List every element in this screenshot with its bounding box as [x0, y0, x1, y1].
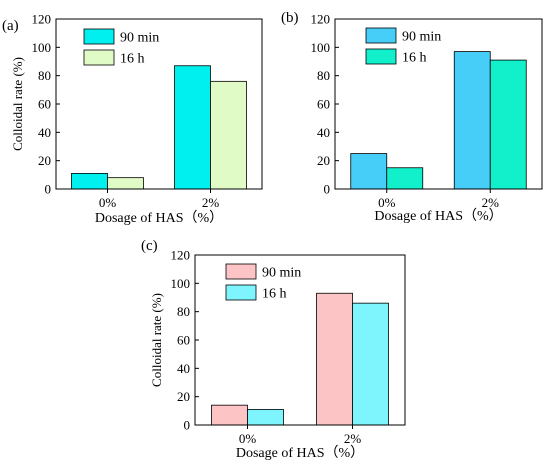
y-tick-label: 100: [171, 276, 191, 291]
panel-label: (b): [281, 10, 299, 26]
bar-2pct-16-h: [352, 302, 389, 426]
y-axis-label: Colloidal rate (%): [10, 57, 25, 151]
bar-0pct-90-min: [71, 173, 108, 190]
legend-swatch-90-min: [83, 28, 115, 45]
y-tick-label: 0: [45, 182, 52, 197]
y-tick-label: 120: [32, 12, 52, 27]
panel-label: (a): [2, 18, 19, 34]
chart-panel-3: (c) 0% 2% 0 20 40 60 80 100 120 Dosage of HAS（%） Co…: [141, 238, 406, 461]
y-tick-label: 40: [38, 125, 51, 140]
y-tick-label: 120: [171, 248, 191, 263]
legend-label: 16 h: [262, 287, 287, 302]
y-axis-label: Colloidal rate (%): [149, 293, 164, 387]
y-tick-label: 60: [317, 97, 330, 112]
bar-2pct-16-h: [210, 80, 247, 190]
legend-label: 90 min: [262, 266, 301, 281]
y-tick-label: 80: [177, 304, 190, 319]
y-tick-label: 120: [311, 12, 331, 27]
x-tick-label: 0%: [99, 195, 117, 210]
y-tick-label: 40: [317, 125, 330, 140]
legend-label: 16 h: [120, 52, 145, 67]
y-tick-label: 80: [317, 68, 330, 83]
chart-panel-1: (a) 0% 2% 0 20 40 60 80 100 120 Dosage of HAS（%） Co…: [2, 12, 263, 226]
bar-2pct-90-min: [316, 292, 353, 426]
y-tick-label: 0: [184, 418, 191, 433]
y-tick-label: 0: [324, 182, 331, 197]
legend-swatch-90-min: [365, 27, 397, 44]
x-tick-label: 0%: [239, 431, 257, 446]
bar-2pct-90-min: [453, 51, 491, 190]
legend-swatch-16-h: [365, 48, 397, 65]
x-axis-label: Dosage of HAS（%）: [236, 445, 364, 461]
y-tick-label: 20: [38, 153, 51, 168]
y-tick-label: 80: [38, 68, 51, 83]
y-tick-label: 20: [177, 389, 190, 404]
x-tick-label: 0%: [378, 195, 396, 210]
bar-0pct-90-min: [211, 404, 248, 426]
x-axis-label: Dosage of HAS（%）: [95, 210, 223, 226]
y-tick-label: 60: [38, 97, 51, 112]
chart-panel-2: (b) 0% 2% 0 20 40 60 80 100 120 Dosage of HAS（%） 90…: [281, 10, 543, 224]
legend-swatch-16-h: [83, 49, 115, 66]
legend-label: 90 min: [120, 31, 159, 46]
x-axis-label: Dosage of HAS（%）: [374, 208, 502, 224]
bar-0pct-16-h: [386, 167, 424, 190]
bar-0pct-16-h: [107, 177, 144, 190]
y-tick-label: 100: [311, 40, 331, 55]
bar-0pct-90-min: [350, 153, 388, 190]
legend-label: 16 h: [402, 51, 427, 66]
bar-2pct-90-min: [174, 65, 211, 190]
x-tick-label: 2%: [482, 195, 500, 210]
bar-2pct-16-h: [489, 59, 527, 190]
y-tick-label: 60: [177, 333, 190, 348]
y-tick-label: 20: [317, 153, 330, 168]
legend-label: 90 min: [402, 30, 441, 45]
bar-0pct-16-h: [247, 409, 284, 426]
x-tick-label: 2%: [344, 431, 362, 446]
legend-swatch-90-min: [225, 263, 257, 280]
panel-label: (c): [141, 238, 158, 254]
y-tick-label: 40: [177, 361, 190, 376]
legend-swatch-16-h: [225, 284, 257, 301]
x-tick-label: 2%: [202, 195, 220, 210]
y-tick-label: 100: [32, 40, 52, 55]
